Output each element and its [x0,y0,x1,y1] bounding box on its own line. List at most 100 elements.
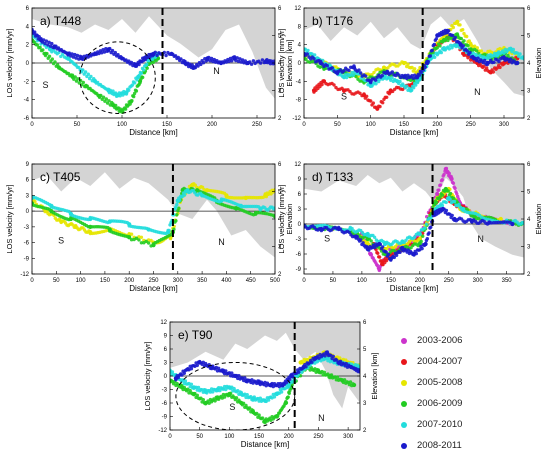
data-point [472,214,477,219]
data-point [169,51,174,56]
x-tick-label: 450 [246,278,257,284]
data-point [386,252,391,257]
y2-axis-label: Elevation [534,48,543,79]
data-point [306,48,310,53]
data-point [501,60,507,66]
y2-tick-label: 5 [527,34,531,40]
data-point [316,369,321,374]
data-point [304,224,307,229]
y2-tick-label: 2 [527,272,531,278]
y-tick-label: 12 [160,320,167,326]
data-point [142,56,147,61]
data-point [461,28,465,32]
data-point [471,56,477,61]
data-point [195,363,199,368]
data-point [32,28,35,33]
data-point [130,83,135,87]
y2-tick-label: 3 [363,401,367,407]
data-point [219,198,224,203]
data-point [450,213,454,218]
data-point [81,80,86,85]
data-point [253,211,258,216]
region-label: N [477,234,484,244]
y-axis-label: LOS velocity [mm/yr] [5,28,14,97]
data-point [262,398,268,403]
data-point [65,51,71,56]
data-point [370,73,374,77]
data-point [175,213,179,217]
panel: S Na) T448 0 50 100 150 200 250 -6 -4 -2 0 2 4 6 2 3 4 5 6 D… [5,6,294,137]
data-point [518,52,522,56]
data-point [319,226,324,232]
data-point [446,38,450,43]
y2-tick-label: 5 [527,190,531,196]
x-tick-label: 50 [53,278,60,284]
data-point [506,53,510,58]
data-point [439,50,443,55]
data-point [429,225,433,229]
data-point [410,65,414,70]
data-point [515,51,519,55]
panel: S Ne) T90 0 50 100 150 200 250 300 -12 -9 -6 -3 0 3 6 9 1… [143,320,379,449]
y-tick-label: 9 [26,162,30,168]
data-point [274,391,279,397]
data-point [424,222,428,226]
region-label: S [324,234,330,244]
data-point [116,53,120,57]
data-point [75,53,80,58]
y2-tick-label: 6 [278,6,282,12]
data-point [60,52,65,57]
data-point [222,384,227,389]
data-point [495,51,500,56]
data-point [50,57,54,61]
data-point [191,385,196,390]
y-tick-label: 0 [26,209,30,215]
data-point [412,235,417,239]
data-point [509,57,513,61]
data-point [155,53,159,58]
y2-tick-label: 6 [527,6,531,12]
data-point [204,188,210,193]
data-point [215,387,220,392]
data-point [196,385,201,390]
y-tick-label: 0 [26,61,30,67]
data-point [440,193,445,197]
y-tick-label: -2 [24,79,30,85]
data-point [325,63,329,68]
y2-tick-label: 5 [278,190,282,196]
data-point [408,88,413,93]
data-point [203,400,208,406]
data-point [332,83,336,87]
x-tick-label: 250 [148,278,159,284]
y2-tick-label: 2 [527,116,531,122]
y2-tick-label: 4 [363,374,367,380]
y-tick-label: 0 [298,222,302,228]
data-point [361,241,365,245]
y-tick-label: 12 [294,6,301,12]
data-point [102,50,107,54]
data-point [151,243,156,248]
data-point [145,66,149,70]
data-point [286,395,290,399]
data-point [182,371,186,375]
data-point [466,44,470,48]
y-tick-label: 4 [298,43,302,49]
data-point [381,245,385,249]
y-tick-label: 9 [298,177,302,183]
data-point [272,214,275,219]
data-point [486,53,490,58]
data-point [440,178,445,182]
data-point [136,74,141,79]
y2-tick-label: 4 [278,61,282,67]
data-point [209,56,214,61]
y2-tick-label: 6 [527,162,531,168]
x-axis-label: Distance [km] [241,440,289,449]
data-point [478,53,482,58]
x-tick-label: 0 [30,122,34,128]
data-point [70,74,75,79]
y2-tick-label: 3 [278,89,282,95]
legend-dot-icon [401,358,407,365]
data-point [498,65,502,70]
data-point [185,188,190,193]
